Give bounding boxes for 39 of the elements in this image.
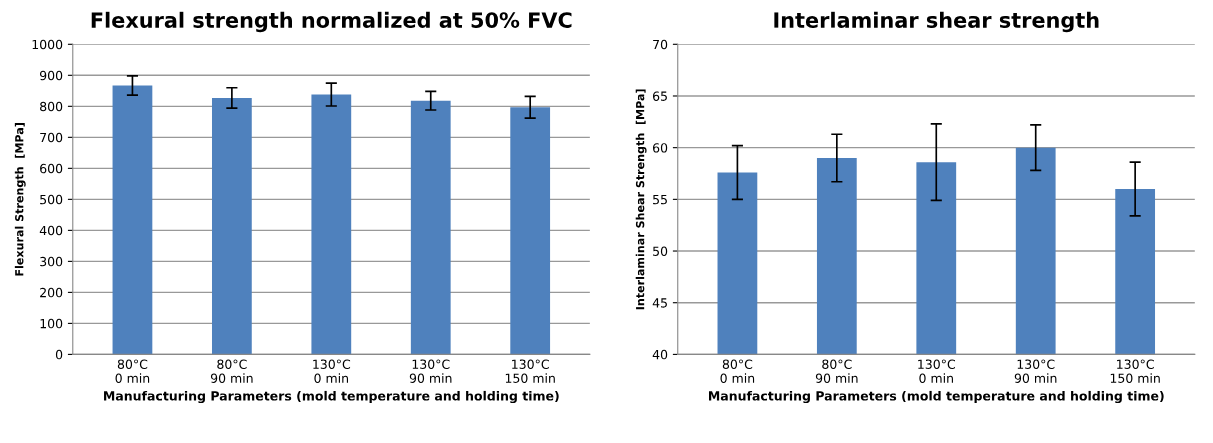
bar [410,100,451,355]
y-tick-label: 55 [653,194,667,205]
x-axis-title: Manufacturing Parameters (mold temperature and holding time) [709,390,1164,404]
y-tick-label: 45 [652,298,667,308]
y-tick-label: 60 [652,143,668,153]
y-tick-label: 1000 [32,39,63,50]
y-tick-label: 100 [40,318,63,329]
bar [510,107,551,355]
x-tick-label: 130°C 90 min [409,359,452,383]
y-tick-label: 70 [653,39,668,50]
x-tick-label: 80°C 0 min [720,359,755,383]
y-tick-label: 50 [653,246,668,256]
y-tick-label: 700 [40,132,63,143]
y-tick-label: 40 [652,349,668,360]
x-tick-label: 130°C 0 min [313,359,351,383]
x-tick-label: 130°C 150 min [505,359,555,383]
y-tick-label: 500 [40,194,63,205]
y-tick-label: 65 [652,91,667,101]
y-tick-label: 600 [40,163,63,174]
x-tick-label: 80°C 90 min [815,359,858,383]
y-tick-label: 800 [40,101,63,112]
y-axis-title: Flexural Strength [MPa] [14,123,26,276]
x-tick-label: 80°C 0 min [115,359,150,383]
x-tick-label: 130°C 90 min [1014,359,1057,383]
chart-title: Interlaminar shear strength [774,11,1099,33]
y-tick-label: 0 [55,349,63,360]
x-tick-label: 80°C 90 min [210,359,253,383]
y-tick-label: 400 [39,225,63,236]
chart-title: Flexural strength normalized at 50% FVC [91,11,572,33]
bar [112,85,153,355]
y-tick-label: 200 [40,287,63,298]
bar [311,94,352,355]
y-tick-label: 300 [40,256,63,267]
x-tick-label: 130°C 0 min [918,359,956,383]
x-tick-label: 130°C 150 min [1110,359,1160,383]
y-axis-title: Interlaminar Shear Strength [MPa] [635,89,647,310]
x-axis-title: Manufacturing Parameters (mold temperature and holding time) [104,390,559,404]
bar [211,97,252,355]
y-tick-label: 900 [39,70,63,81]
